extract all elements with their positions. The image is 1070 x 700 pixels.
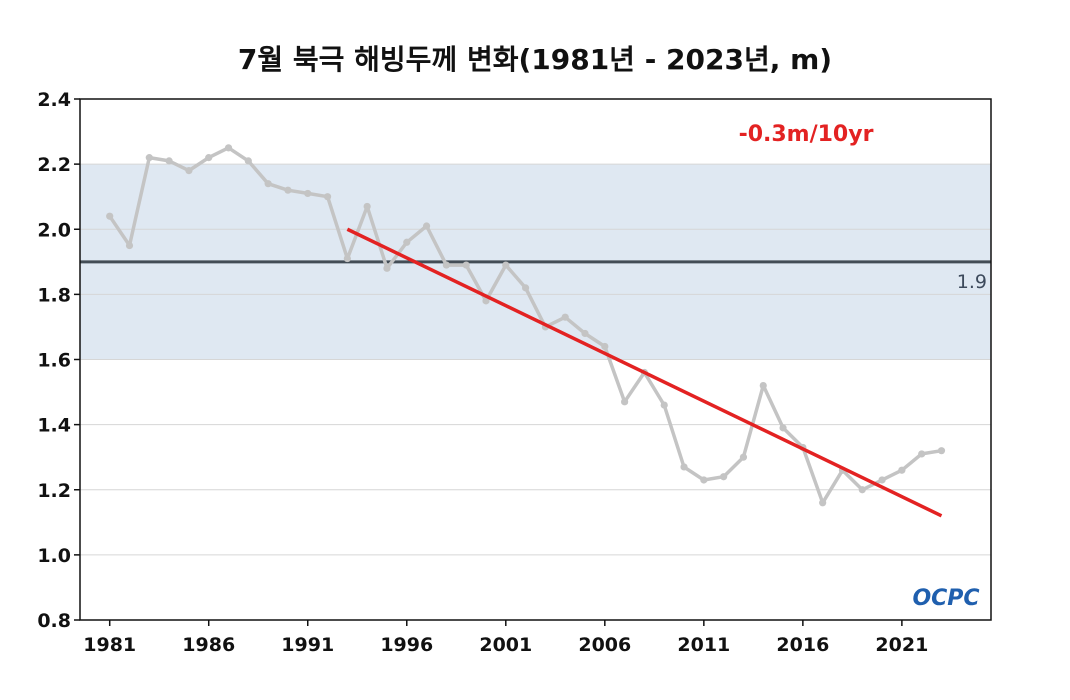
- data-point: [165, 157, 173, 165]
- data-point: [403, 238, 411, 246]
- data-point: [442, 261, 450, 269]
- y-tick-label: 1.4: [37, 415, 71, 437]
- data-point: [660, 401, 668, 409]
- data-point: [601, 342, 609, 351]
- x-tick-label: 2016: [776, 634, 829, 656]
- data-point: [720, 473, 728, 481]
- x-tick-label: 2006: [578, 634, 631, 656]
- data-point: [462, 261, 470, 269]
- data-point: [561, 313, 569, 321]
- y-tick-label: 0.8: [37, 610, 71, 632]
- x-tick-label: 2011: [677, 634, 730, 656]
- x-tick-label: 1991: [281, 634, 334, 656]
- data-point: [739, 453, 748, 461]
- trend-label: -0.3m/10yr: [739, 122, 874, 147]
- data-point: [700, 476, 708, 484]
- data-point: [422, 222, 431, 230]
- x-tick-label: 2021: [875, 634, 928, 656]
- data-point: [106, 212, 114, 220]
- plot-frame: [79, 98, 992, 621]
- data-point: [502, 261, 510, 269]
- y-tick-label: 1.0: [37, 545, 71, 567]
- data-point: [264, 180, 272, 188]
- data-point: [224, 144, 233, 152]
- data-point: [284, 186, 292, 194]
- x-tick-label: 2001: [479, 634, 532, 656]
- y-tick-label: 1.2: [37, 480, 71, 502]
- y-tick-label: 2.2: [37, 154, 71, 176]
- x-tick-label: 1981: [83, 634, 136, 656]
- data-point: [621, 398, 629, 406]
- data-point: [918, 450, 926, 458]
- data-point: [343, 254, 351, 263]
- data-point: [323, 193, 332, 201]
- y-tick-label: 2.0: [37, 219, 71, 241]
- data-point: [145, 154, 153, 162]
- data-point: [304, 189, 312, 198]
- data-point: [125, 241, 134, 250]
- data-point: [244, 157, 252, 165]
- trend-line: [346, 227, 943, 518]
- data-point: [878, 476, 886, 484]
- data-point: [680, 463, 688, 471]
- mean-label: 1.9: [957, 271, 987, 293]
- data-point: [819, 499, 827, 507]
- data-point: [759, 381, 767, 390]
- ocpc-logo: OCPC: [912, 586, 979, 611]
- y-tick-label: 1.8: [37, 284, 71, 306]
- data-point: [581, 329, 589, 338]
- y-tick-label: 2.4: [37, 89, 71, 111]
- data-point: [205, 154, 213, 162]
- data-point: [521, 284, 530, 292]
- data-point: [383, 264, 391, 272]
- chart-title: 7월 북극 해빙두께 변화(1981년 - 2023년, m): [237, 43, 833, 76]
- data-point: [898, 466, 906, 474]
- data-point: [937, 447, 946, 455]
- data-point: [858, 486, 866, 494]
- y-tick-label: 1.6: [37, 350, 71, 372]
- data-point: [482, 297, 490, 305]
- data-point: [363, 202, 371, 211]
- data-point: [779, 424, 787, 432]
- x-tick-label: 1986: [182, 634, 235, 656]
- data-point: [185, 167, 193, 175]
- x-tick-label: 1996: [380, 634, 433, 656]
